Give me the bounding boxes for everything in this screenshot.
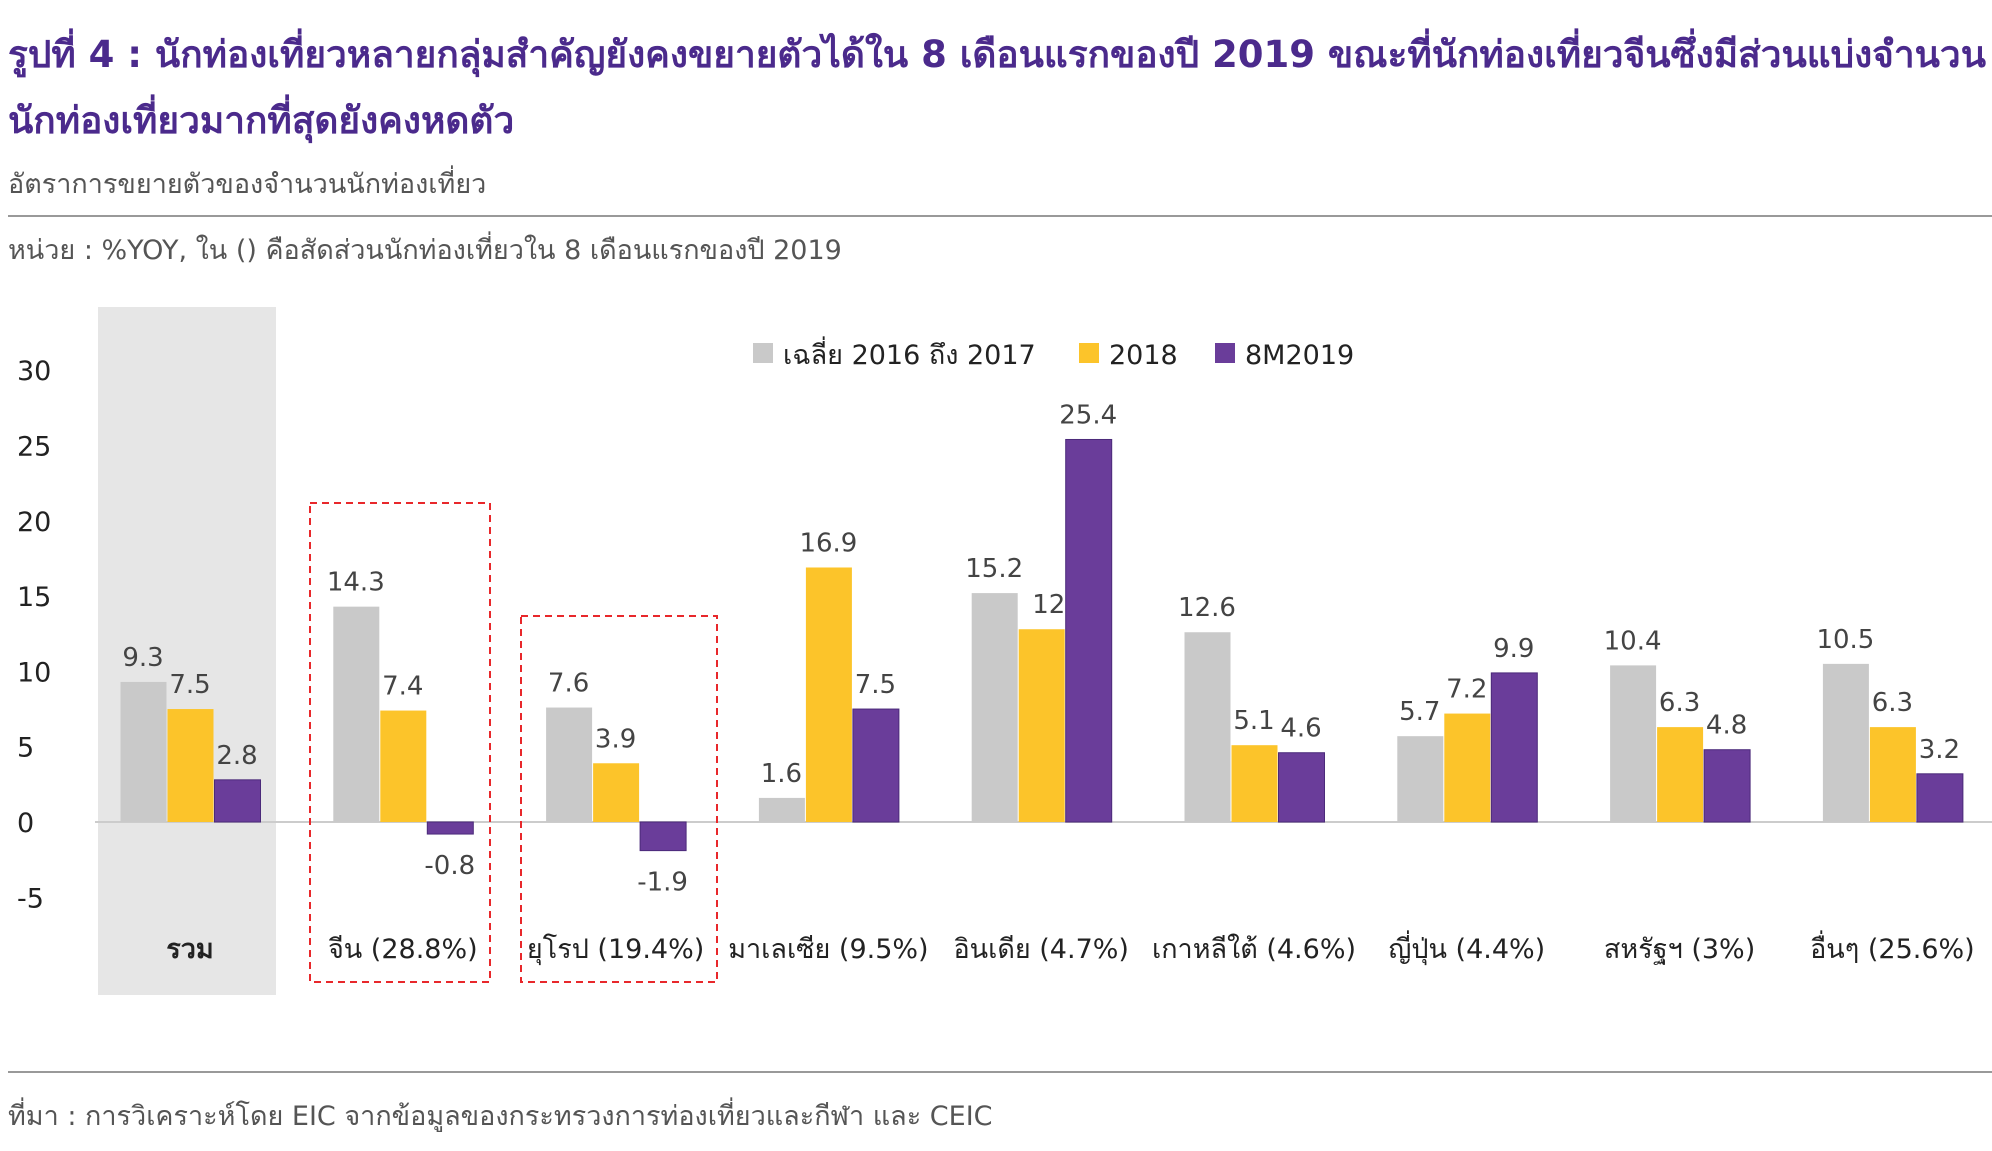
category-label: ญี่ปุ่น (4.4%) [1388,930,1545,966]
bar [1703,749,1751,823]
y-tick-label: 30 [17,356,51,387]
category-label: จีน (28.8%) [328,934,478,965]
bar [1018,629,1065,822]
bar [167,709,214,822]
data-label: 6.3 [1872,688,1913,718]
bar [805,567,852,822]
bar [380,710,427,822]
y-tick-label: 15 [17,582,51,613]
data-label: 4.8 [1706,711,1747,741]
bar [971,593,1018,822]
data-label: 14.3 [327,568,385,598]
bar [1610,665,1657,822]
legend-label: 8M2019 [1245,340,1354,371]
data-label: -0.8 [424,851,475,881]
y-tick-label: 5 [17,733,34,764]
bar [1397,736,1444,822]
y-tick-label: 0 [17,808,34,839]
bottom-divider [8,1071,1992,1073]
bar [1916,773,1964,823]
data-label: 7.2 [1446,675,1487,705]
bar [333,606,380,822]
bar [1184,632,1231,822]
category-label: ยุโรป (19.4%) [527,934,704,966]
bar [120,681,167,822]
highlight-band [98,307,276,995]
bar [1065,438,1113,823]
data-label: 9.9 [1493,634,1534,664]
bar [546,707,593,822]
dashed-highlight-box [309,502,491,983]
bar [1822,663,1869,822]
unit-note: หน่วย : %YOY, ใน () คือสัดส่วนนักท่องเที… [8,235,842,266]
legend-label: 2018 [1109,340,1178,371]
y-tick-label: 25 [17,432,51,463]
data-label: 10.5 [1816,625,1874,655]
bar [1444,713,1491,822]
category-label: รวม [166,934,213,965]
y-tick-label: 20 [17,507,51,538]
category-label: มาเลเซีย (9.5%) [728,934,928,965]
legend-swatch [1079,343,1099,363]
bar [758,797,805,822]
data-label: 1.6 [761,759,802,789]
bar [1231,745,1278,822]
data-label: 15.2 [965,554,1023,584]
data-label: 5.1 [1233,706,1274,736]
data-label: 9.3 [122,643,163,673]
data-label: 4.6 [1280,714,1321,744]
data-label: 7.6 [548,669,589,699]
bar [1490,672,1538,823]
data-label: 12.6 [1178,593,1236,623]
chart-subtitle: อัตราการขยายตัวของจำนวนนักท่องเที่ยว [8,169,487,200]
y-tick-label: -5 [17,883,44,914]
data-label: 7.5 [169,670,210,700]
category-label: สหรัฐฯ (3%) [1604,934,1755,965]
data-label: -1.9 [637,868,688,898]
source-note: ที่มา : การวิเคราะห์โดย EIC จากข้อมูลของ… [8,1101,993,1132]
data-label: 3.9 [595,724,636,754]
category-label: เกาหลีใต้ (4.6%) [1152,933,1356,965]
bar [639,821,687,852]
data-label: 10.4 [1604,626,1662,656]
data-label: 25.4 [1059,400,1117,430]
legend-swatch [1215,343,1235,363]
bar [214,779,261,823]
category-label: อื่นๆ (25.6%) [1810,930,1975,965]
data-label: 16.9 [799,528,857,558]
y-tick-label: 10 [17,657,51,688]
legend-label: เฉลี่ย 2016 ถึง 2017 [783,336,1036,371]
dashed-highlight-box [520,615,718,983]
data-label: 7.4 [382,672,423,702]
bar [426,821,474,835]
chart-title: รูปที่ 4 : นักท่องเที่ยวหลายกลุ่มสำคัญยั… [8,33,1987,142]
bar [1869,727,1916,822]
bar [593,763,640,822]
legend-swatch [753,343,773,363]
bar [1657,727,1704,822]
bar [852,708,900,823]
data-label: 3.2 [1919,735,1960,765]
top-divider [8,215,1992,217]
data-label: 2.8 [216,741,257,771]
category-label: อินเดีย (4.7%) [953,934,1129,965]
bar [1278,752,1325,823]
data-label: 5.7 [1399,697,1440,727]
data-label: 7.5 [855,670,896,700]
data-label: 6.3 [1659,688,1700,718]
